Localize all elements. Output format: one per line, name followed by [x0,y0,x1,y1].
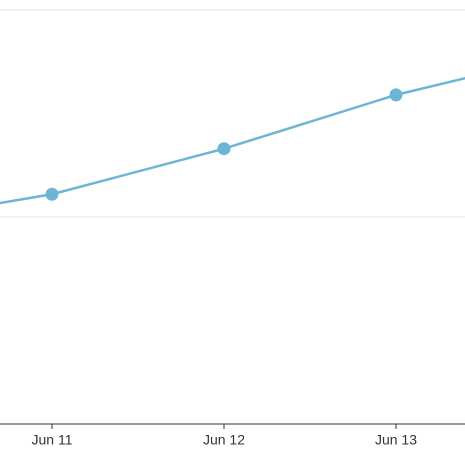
line [0,76,465,205]
point [45,187,59,201]
x-tick-label: Jun 13 [375,432,417,448]
point [389,88,403,102]
x-tick-label: Jun 12 [203,432,245,448]
point [217,142,231,156]
x-tick-label: Jun 11 [32,432,73,448]
